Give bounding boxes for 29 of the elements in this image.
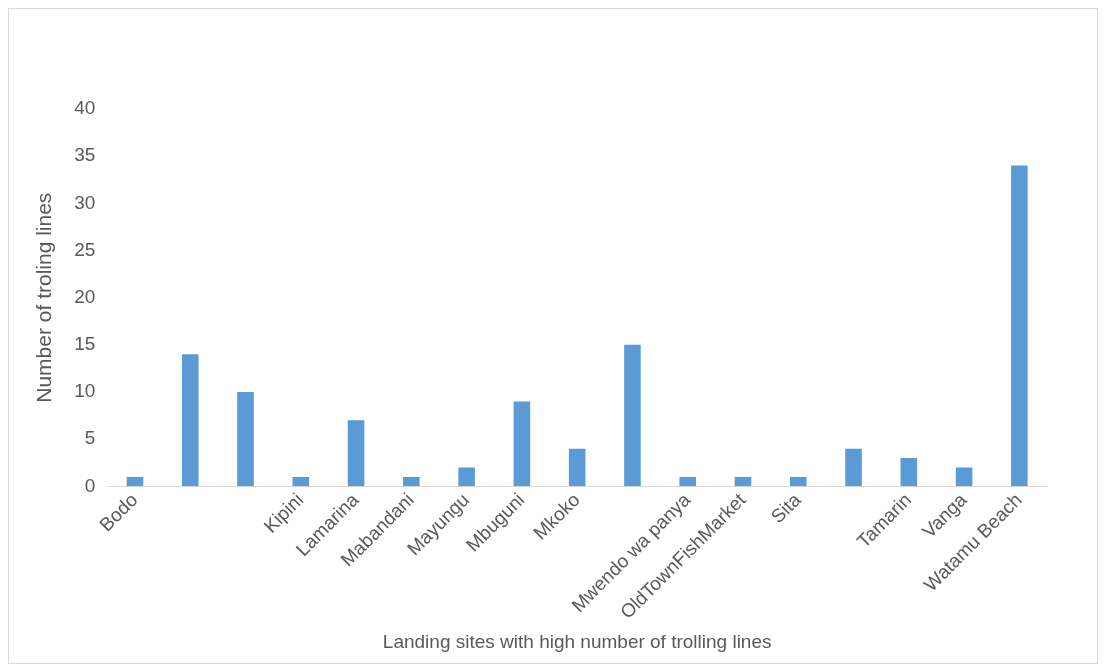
y-tick-label: 15 <box>74 333 96 355</box>
bar <box>1011 165 1028 487</box>
bar <box>845 448 862 487</box>
y-tick-label: 35 <box>74 144 96 166</box>
y-tick-label: 40 <box>74 97 96 119</box>
bar <box>900 458 918 487</box>
bar <box>347 420 365 487</box>
x-axis-title: Landing sites with high number of trolling lines <box>382 630 772 652</box>
bar <box>568 448 586 487</box>
y-tick-label: 25 <box>74 238 96 260</box>
x-tick-label: Sita <box>766 488 806 528</box>
bar <box>624 344 641 487</box>
bar <box>513 401 531 487</box>
bar <box>734 476 752 487</box>
bar <box>955 467 973 487</box>
bar <box>458 467 475 487</box>
y-tick-label: 0 <box>84 474 96 496</box>
y-axis-title: Number of troling lines <box>32 192 56 403</box>
y-tick-label: 20 <box>74 285 96 307</box>
bar <box>789 476 807 487</box>
bar <box>679 476 697 487</box>
bar <box>181 354 199 487</box>
y-tick-label: 5 <box>84 427 96 449</box>
bar <box>403 476 420 487</box>
y-tick-label: 30 <box>74 191 96 213</box>
bar <box>237 392 254 487</box>
bar <box>292 476 310 487</box>
bar <box>126 476 144 487</box>
y-tick-label: 10 <box>74 380 96 402</box>
